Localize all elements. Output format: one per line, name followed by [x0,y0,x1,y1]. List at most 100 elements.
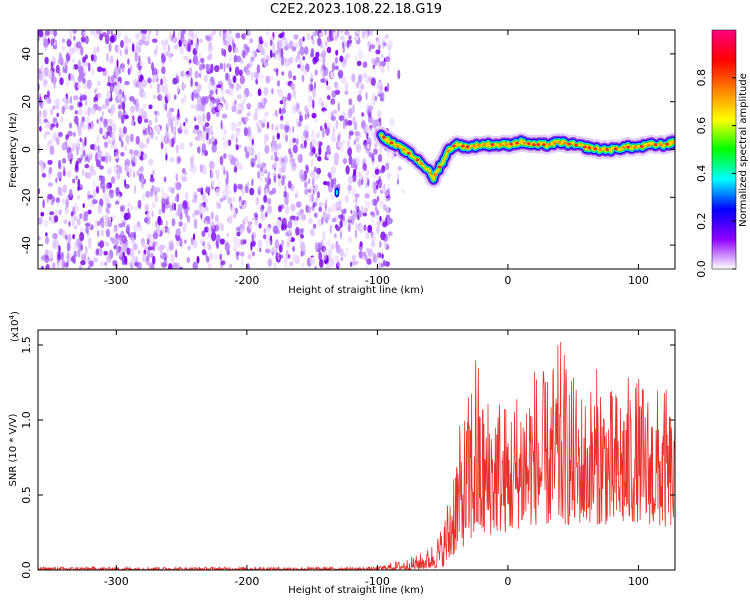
spectrogram-noise-blob [315,153,318,158]
spectrogram-noise-field [38,30,405,269]
spectrogram-noise-blob [85,115,91,126]
spectrogram-noise-blob [110,122,116,127]
spectrogram-noise-blob [47,193,53,200]
spectrogram-noise-blob [121,83,124,90]
spectrogram-noise-blob [361,112,365,117]
spectrogram-noise-blob [339,199,342,206]
spectrogram-noise-blob [247,46,250,53]
spectrogram-noise-blob [47,182,54,187]
spectrogram-noise-blob [145,190,151,198]
spectrogram-noise-blob [131,237,135,244]
spectrogram-noise-blob [356,143,362,153]
spectrogram-noise-blob [355,30,361,35]
spectrogram-noise-blob [155,135,159,140]
spectrogram-noise-blob [326,144,331,155]
spectrogram-noise-blob [338,132,341,141]
spectrogram-noise-blob [366,201,371,209]
spectrogram-noise-blob [351,254,356,261]
spectrogram-noise-blob [232,196,236,203]
spectrogram-noise-blob [227,197,233,205]
spectrogram-noise-blob [249,37,254,44]
spectrogram-noise-blob [258,119,264,125]
spectrogram-noise-blob [309,257,315,265]
spectrogram-noise-blob [272,43,276,53]
spectrogram-noise-blob [159,219,163,226]
spectrogram-noise-blob [314,266,318,269]
spectrogram-noise-blob [199,206,206,215]
spectrogram-noise-blob [330,243,335,250]
spectrogram-noise-blob [267,198,272,205]
spectrogram-noise-blob [166,110,172,120]
spectrogram-noise-blob [82,203,85,208]
spectrogram-noise-blob [206,215,211,225]
spectrogram-noise-blob [247,112,251,117]
spectrogram-noise-blob [230,84,235,92]
spectrogram-noise-blob [121,245,126,253]
spectrogram-noise-blob [94,143,97,152]
spectrogram-noise-blob [276,88,281,94]
spectrogram-noise-blob [321,65,323,71]
spectrogram-noise-blob [326,121,332,129]
spectrogram-noise-blob [149,240,153,247]
spectrogram-noise-blob [307,205,312,214]
spectrogram-noise-blob [75,160,78,171]
spectrogram-noise-blob [72,233,75,240]
spectrogram-noise-blob [149,252,154,259]
spectrogram-noise-blob [321,107,327,112]
spectrogram-noise-blob [160,40,165,46]
spectrogram-noise-blob [320,78,326,84]
spectrogram-noise-blob [49,145,55,156]
spectrogram-noise-blob [375,205,378,213]
signal-peak [433,173,438,177]
spectrogram-noise-blob [258,185,262,191]
spectrogram-noise-blob [45,131,51,136]
spectrogram-noise-blob [282,97,287,107]
spectrogram-noise-blob [82,150,86,157]
spectrogram-noise-blob [242,49,246,59]
spectrogram-noise-blob [141,79,147,88]
spectrogram-noise-blob [108,138,111,145]
spectrogram-noise-blob [357,49,363,60]
spectrogram-noise-blob [182,55,189,60]
signal-peak [477,143,481,147]
spectrogram-noise-blob [265,31,270,37]
spectrogram-noise-blob [194,59,200,66]
spectrogram-noise-blob [154,116,158,123]
spectrogram-noise-blob [240,239,245,246]
spectrogram-noise-blob [287,92,292,101]
spectrogram-noise-blob [235,127,241,133]
spectrogram-noise-blob [311,112,317,119]
signal-peak [542,143,546,147]
spectrogram-noise-blob [314,166,317,173]
spectrogram-noise-blob [347,223,351,233]
spectrogram-noise-blob [47,97,52,104]
spectrogram-noise-blob [344,194,349,203]
spectrogram-noise-blob [382,259,386,267]
spectrogram-noise-blob [97,247,103,257]
spectrogram-noise-blob [124,40,129,50]
spectrogram-noise-blob [132,170,136,178]
spectrogram-noise-blob [243,43,248,50]
spectrogram-noise-blob [367,179,370,187]
spectrogram-noise-blob [71,215,74,223]
spectrogram-noise-blob [215,202,219,210]
spectrogram-noise-blob [292,126,295,133]
spectrogram-noise-blob [80,119,84,128]
spectrogram-noise-blob [183,40,188,45]
spectrogram-noise-blob [264,176,269,183]
spectrogram-noise-blob [137,70,140,81]
spectrogram-noise-blob [54,209,61,217]
spectrogram-noise-blob [156,68,160,77]
spectrogram-noise-blob [223,139,229,149]
spectrogram-noise-blob [290,158,296,163]
spectrogram-noise-blob [281,239,285,246]
spectrogram-noise-blob [324,30,327,36]
spectrogram-noise-blob [338,115,345,122]
spectrogram-noise-blob [314,207,317,215]
spectrogram-noise-blob [264,145,270,154]
spectrogram-noise-blob [222,113,227,119]
spectrogram-noise-blob [114,70,120,78]
spectrogram-noise-blob [146,247,150,258]
spectrogram-noise-blob [64,234,68,240]
spectrogram-noise-blob [371,152,375,162]
